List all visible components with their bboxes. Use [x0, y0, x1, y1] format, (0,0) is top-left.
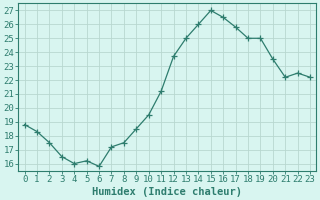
X-axis label: Humidex (Indice chaleur): Humidex (Indice chaleur) [92, 186, 242, 197]
